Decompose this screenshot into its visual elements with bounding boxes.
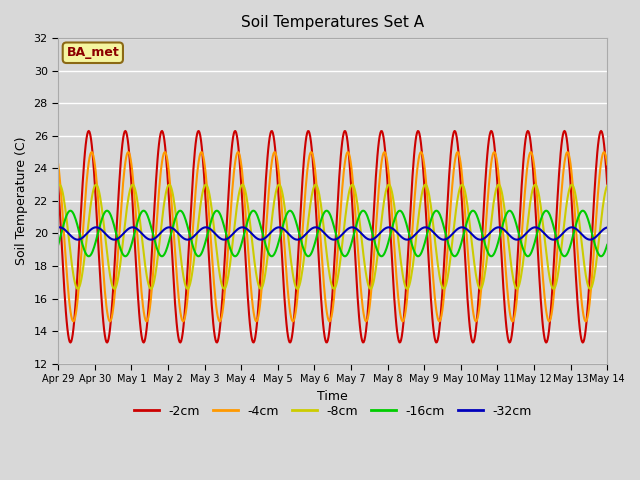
-4cm	[509, 319, 516, 324]
-16cm	[597, 253, 605, 259]
Line: -4cm: -4cm	[58, 152, 607, 322]
-2cm	[67, 340, 74, 346]
-4cm	[205, 216, 213, 222]
Text: BA_met: BA_met	[67, 46, 119, 59]
-32cm	[385, 225, 393, 230]
-4cm	[415, 153, 423, 158]
Legend: -2cm, -4cm, -8cm, -16cm, -32cm: -2cm, -4cm, -8cm, -16cm, -32cm	[129, 400, 537, 422]
-32cm	[205, 226, 213, 231]
X-axis label: Time: Time	[317, 390, 348, 403]
-2cm	[416, 134, 424, 140]
-32cm	[367, 237, 374, 242]
-16cm	[400, 214, 408, 219]
-8cm	[121, 224, 129, 229]
-2cm	[122, 128, 129, 134]
-16cm	[604, 242, 611, 248]
-2cm	[64, 332, 72, 337]
Title: Soil Temperatures Set A: Soil Temperatures Set A	[241, 15, 424, 30]
Line: -8cm: -8cm	[58, 185, 607, 289]
-8cm	[401, 282, 409, 288]
Y-axis label: Soil Temperature (C): Soil Temperature (C)	[15, 137, 28, 265]
-4cm	[54, 161, 62, 167]
-32cm	[604, 225, 611, 230]
Line: -16cm: -16cm	[58, 211, 607, 256]
-8cm	[205, 191, 213, 197]
-4cm	[604, 161, 611, 167]
-32cm	[64, 230, 72, 236]
-2cm	[177, 338, 185, 344]
-4cm	[527, 149, 534, 155]
-2cm	[604, 181, 611, 187]
-32cm	[401, 236, 409, 242]
-2cm	[206, 278, 214, 284]
-8cm	[604, 183, 611, 189]
-32cm	[417, 226, 425, 232]
-16cm	[122, 253, 129, 259]
-8cm	[385, 182, 393, 188]
-4cm	[177, 309, 184, 315]
-4cm	[64, 287, 72, 293]
-2cm	[54, 181, 62, 187]
-16cm	[177, 208, 185, 214]
-4cm	[399, 318, 407, 324]
-2cm	[597, 128, 605, 134]
Line: -32cm: -32cm	[58, 228, 607, 240]
-16cm	[416, 252, 424, 258]
-32cm	[121, 229, 129, 235]
-4cm	[121, 165, 129, 170]
-16cm	[54, 242, 62, 248]
-8cm	[64, 230, 72, 236]
-32cm	[54, 225, 62, 230]
Line: -2cm: -2cm	[58, 131, 607, 343]
-2cm	[400, 312, 408, 318]
-16cm	[64, 210, 72, 216]
-8cm	[177, 252, 184, 257]
-16cm	[206, 221, 214, 227]
-32cm	[177, 233, 184, 239]
-8cm	[417, 197, 425, 203]
-8cm	[367, 286, 374, 292]
-8cm	[54, 183, 62, 189]
-16cm	[67, 208, 74, 214]
